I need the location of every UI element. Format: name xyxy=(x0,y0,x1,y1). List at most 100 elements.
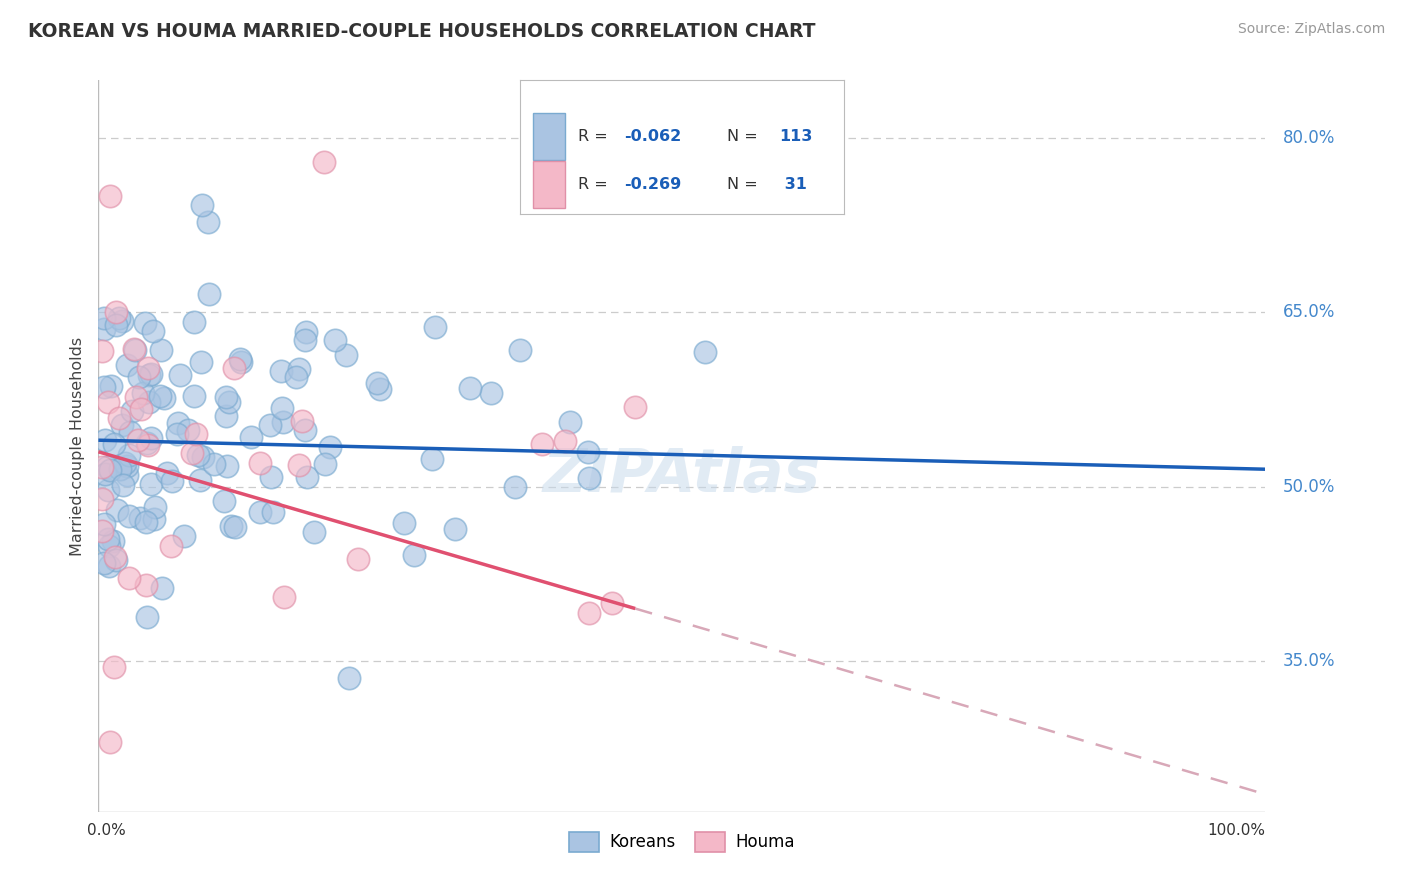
Point xyxy=(224,519,246,533)
Point xyxy=(153,391,176,405)
Point xyxy=(159,539,181,553)
Point xyxy=(166,417,188,431)
Text: 113: 113 xyxy=(779,129,813,144)
Point xyxy=(259,417,281,432)
Point xyxy=(111,418,134,433)
Point xyxy=(136,438,159,452)
Point xyxy=(198,287,221,301)
Point xyxy=(458,381,481,395)
Point xyxy=(149,343,172,358)
Point xyxy=(166,427,188,442)
Point xyxy=(224,360,246,375)
Point xyxy=(260,469,283,483)
Point xyxy=(197,215,219,229)
Point xyxy=(291,414,314,428)
Point xyxy=(219,518,242,533)
Point xyxy=(576,444,599,458)
Point xyxy=(129,401,152,416)
Point xyxy=(215,390,238,404)
Point xyxy=(287,458,309,473)
Point xyxy=(104,305,127,319)
Point xyxy=(183,315,205,329)
Point xyxy=(111,314,134,328)
Point xyxy=(142,324,165,338)
Point xyxy=(115,459,138,474)
Point xyxy=(135,515,157,529)
Point xyxy=(138,368,160,382)
Point xyxy=(302,524,325,539)
Text: N =: N = xyxy=(727,129,763,144)
Point xyxy=(118,425,141,439)
Point xyxy=(294,333,316,347)
Point xyxy=(128,369,150,384)
Point xyxy=(142,511,165,525)
Point xyxy=(366,376,388,391)
Point xyxy=(115,358,138,372)
Point xyxy=(392,516,415,531)
Point xyxy=(112,478,135,492)
Point xyxy=(143,500,166,514)
Point xyxy=(93,322,115,336)
Legend: Koreans, Houma: Koreans, Houma xyxy=(562,826,801,858)
Point xyxy=(554,434,576,448)
Point xyxy=(270,401,292,415)
Point xyxy=(101,533,124,548)
Point xyxy=(217,458,239,473)
Point xyxy=(93,379,115,393)
Text: 80.0%: 80.0% xyxy=(1282,129,1336,147)
Point xyxy=(94,467,117,482)
Point xyxy=(135,578,157,592)
Text: 35.0%: 35.0% xyxy=(1282,652,1336,670)
Point xyxy=(173,529,195,543)
Point xyxy=(124,343,146,357)
Point xyxy=(202,457,225,471)
Point xyxy=(284,370,307,384)
Point xyxy=(560,415,582,429)
Point xyxy=(98,558,121,573)
Point xyxy=(297,470,319,484)
Point xyxy=(169,368,191,382)
Point xyxy=(136,360,159,375)
Point xyxy=(125,391,148,405)
Point xyxy=(114,457,136,471)
Point xyxy=(103,436,125,450)
Point xyxy=(183,389,205,403)
Point xyxy=(134,316,156,330)
Point xyxy=(97,394,120,409)
Point xyxy=(94,433,117,447)
Text: 65.0%: 65.0% xyxy=(1282,303,1336,321)
Point xyxy=(420,452,443,467)
Point xyxy=(98,189,121,203)
Point xyxy=(138,395,160,409)
Point xyxy=(191,197,214,211)
Text: N =: N = xyxy=(727,178,763,192)
Point xyxy=(239,430,262,444)
Point xyxy=(191,450,214,465)
Point xyxy=(97,483,120,498)
Point xyxy=(294,423,316,437)
Point xyxy=(93,310,115,325)
Point xyxy=(118,571,141,585)
Point xyxy=(212,493,235,508)
Point xyxy=(314,457,336,471)
Text: 100.0%: 100.0% xyxy=(1208,823,1265,838)
Point xyxy=(132,385,155,400)
Point xyxy=(249,456,271,470)
Point xyxy=(444,522,467,536)
Text: Source: ZipAtlas.com: Source: ZipAtlas.com xyxy=(1237,22,1385,37)
Point xyxy=(97,532,120,546)
Text: 50.0%: 50.0% xyxy=(1282,477,1336,496)
Point xyxy=(273,591,295,605)
Point xyxy=(578,606,600,620)
Point xyxy=(423,320,446,334)
Point xyxy=(600,596,623,610)
Point xyxy=(218,395,240,409)
Point xyxy=(103,659,125,673)
Point xyxy=(141,431,163,445)
Point xyxy=(108,462,131,476)
Point xyxy=(127,434,149,448)
Point xyxy=(323,333,346,347)
Point xyxy=(150,581,173,595)
Point xyxy=(100,379,122,393)
Point xyxy=(105,503,128,517)
